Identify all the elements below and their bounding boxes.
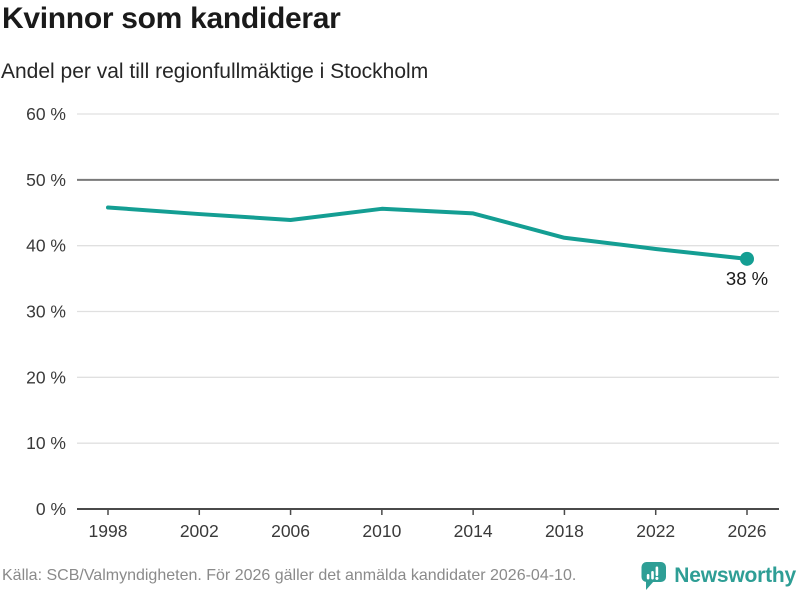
y-tick-label: 30 % bbox=[26, 302, 66, 322]
bar-chart-speech-bubble-icon bbox=[641, 562, 667, 590]
x-tick-label: 1998 bbox=[89, 521, 128, 541]
source-note: Källa: SCB/Valmyndigheten. För 2026 gäll… bbox=[2, 567, 577, 584]
x-tick-label: 2002 bbox=[180, 521, 219, 541]
y-tick-label: 20 % bbox=[26, 367, 66, 387]
line-chart: 0 % 10 % 20 % 30 % 40 % 50 % 60 % 1998 2002 2006 2… bbox=[26, 104, 779, 541]
x-tick-label: 2014 bbox=[454, 521, 493, 541]
end-point-marker bbox=[740, 251, 754, 266]
y-tick-label: 0 % bbox=[36, 499, 66, 519]
brand-name: Newsworthy bbox=[674, 564, 796, 587]
y-tick-label: 10 % bbox=[26, 433, 66, 453]
y-tick-label: 50 % bbox=[26, 170, 66, 190]
page-subtitle: Andel per val till regionfullmäktige i S… bbox=[1, 60, 429, 83]
brand-logo: Newsworthy bbox=[641, 561, 796, 591]
y-tick-label: 60 % bbox=[26, 104, 66, 124]
end-value-label: 38 % bbox=[726, 268, 768, 289]
trend-line bbox=[106, 205, 749, 261]
x-tick-label: 2026 bbox=[728, 521, 767, 541]
x-tick-label: 2018 bbox=[545, 521, 584, 541]
x-tick-label: 2022 bbox=[636, 521, 675, 541]
x-tick-label: 2006 bbox=[271, 521, 310, 541]
footer: Källa: SCB/Valmyndigheten. För 2026 gäll… bbox=[0, 556, 800, 600]
y-tick-label: 40 % bbox=[26, 236, 66, 256]
page-title: Kvinnor som kandiderar bbox=[2, 2, 341, 35]
x-tick-label: 2010 bbox=[362, 521, 401, 541]
